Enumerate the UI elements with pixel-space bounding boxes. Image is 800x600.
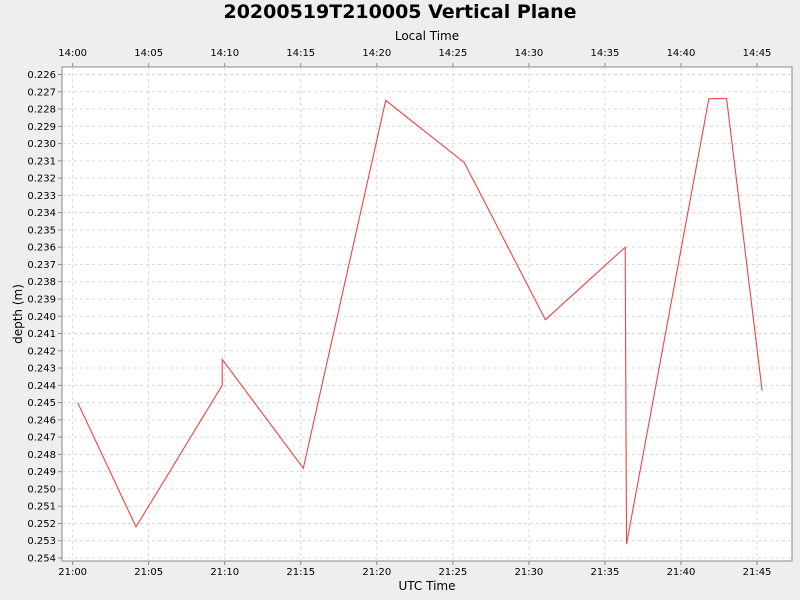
x-tick-label: 21:45 (743, 567, 772, 578)
y-tick-label: 0.247 (27, 433, 56, 444)
plot-area (61, 66, 793, 562)
series-line (77, 98, 763, 545)
top-tick-label: 14:35 (591, 48, 620, 59)
y-tick-label: 0.253 (27, 536, 56, 547)
top-tick-label: 14:15 (286, 48, 315, 59)
y-tick-label: 0.228 (27, 105, 56, 116)
y-tick-label: 0.230 (27, 139, 56, 150)
y-tick-label: 0.244 (27, 381, 56, 392)
y-tick-label: 0.248 (27, 450, 56, 461)
top-tick-label: 14:30 (514, 48, 543, 59)
y-tick-label: 0.245 (27, 398, 56, 409)
y-tick-label: 0.243 (27, 364, 56, 375)
axes: 21:00 14:00 21:05 14:05 21:10 14:10 21:15 14:15… (27, 48, 771, 578)
x-tick-label: 21:25 (438, 567, 467, 578)
y-tick-label: 0.234 (27, 208, 56, 219)
y-tick-label: 0.252 (27, 519, 56, 530)
x-tick-label: 21:15 (286, 567, 315, 578)
y-tick-label: 0.232 (27, 174, 56, 185)
x-tick-label: 21:10 (210, 567, 239, 578)
x-tick-label: 21:20 (362, 567, 391, 578)
x-tick-label: 21:35 (591, 567, 620, 578)
y-tick-label: 0.235 (27, 225, 56, 236)
y-tick-label: 0.236 (27, 243, 56, 254)
y-tick-label: 0.242 (27, 346, 56, 357)
y-tick-label: 0.254 (27, 554, 56, 565)
x-tick-label: 21:05 (134, 567, 163, 578)
y-tick-label: 0.231 (27, 156, 56, 167)
y-tick-label: 0.239 (27, 294, 56, 305)
y-tick-label: 0.250 (27, 484, 56, 495)
top-axis-label: Local Time (395, 29, 459, 43)
y-tick-label: 0.251 (27, 502, 56, 513)
x-tick-label: 21:30 (514, 567, 543, 578)
y-tick-label: 0.249 (27, 467, 56, 478)
y-tick-label: 0.226 (27, 70, 56, 81)
top-tick-label: 14:00 (58, 48, 87, 59)
grid-lines (62, 67, 792, 561)
y-tick-label: 0.237 (27, 260, 56, 271)
y-tick-label: 0.240 (27, 312, 56, 323)
top-tick-label: 14:20 (362, 48, 391, 59)
chart-title: 20200519T210005 Vertical Plane (223, 1, 577, 23)
y-tick-label: 0.227 (27, 87, 56, 98)
y-axis-label: depth (m) (11, 284, 25, 344)
series-layer (77, 98, 763, 545)
y-tick-label: 0.233 (27, 191, 56, 202)
top-tick-label: 14:05 (134, 48, 163, 59)
x-tick-label: 21:40 (667, 567, 696, 578)
y-tick-label: 0.238 (27, 277, 56, 288)
y-tick-label: 0.229 (27, 122, 56, 133)
top-tick-label: 14:10 (210, 48, 239, 59)
top-tick-label: 14:45 (743, 48, 772, 59)
y-tick-label: 0.246 (27, 415, 56, 426)
top-tick-label: 14:25 (438, 48, 467, 59)
x-axis-label: UTC Time (399, 579, 456, 593)
top-tick-label: 14:40 (667, 48, 696, 59)
y-tick-label: 0.241 (27, 329, 56, 340)
x-tick-label: 21:00 (58, 567, 87, 578)
